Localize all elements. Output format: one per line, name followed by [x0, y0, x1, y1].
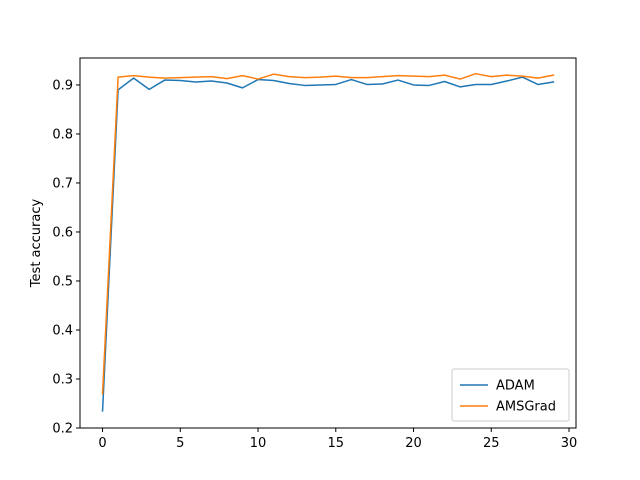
- legend-label: ADAM: [496, 379, 535, 394]
- x-tick-label: 0: [98, 436, 106, 451]
- x-tick-label: 30: [561, 436, 578, 451]
- legend-label: AMSGrad: [496, 400, 556, 415]
- x-axis: 0 5 10 15 20 25 30: [98, 428, 577, 451]
- plot-frame: [79, 57, 577, 429]
- x-tick-label: 10: [250, 436, 267, 451]
- series-line-amsgrad: [101, 72, 555, 395]
- x-tick-label: 25: [483, 436, 500, 451]
- y-tick-label: 0.8: [52, 127, 73, 142]
- x-tick-label: 20: [405, 436, 422, 451]
- plot-lines: [101, 72, 555, 412]
- y-tick-label: 0.5: [52, 274, 73, 289]
- legend: ADAM AMSGrad: [451, 368, 570, 422]
- y-tick-label: 0.6: [52, 225, 73, 240]
- y-tick-label: 0.4: [52, 323, 73, 338]
- y-tick-label: 0.2: [52, 422, 73, 437]
- y-axis-label: Test accuracy: [29, 199, 44, 289]
- x-tick-label: 5: [176, 436, 184, 451]
- y-tick-label: 0.3: [52, 372, 73, 387]
- y-tick-label: 0.7: [52, 176, 73, 191]
- y-axis: 0.2 0.3 0.4 0.5 0.6 0.7 0.8 0.9: [52, 78, 80, 437]
- series-line-adam: [101, 76, 555, 412]
- x-tick-label: 15: [328, 436, 345, 451]
- legend-box: [451, 368, 570, 422]
- y-tick-label: 0.9: [52, 78, 73, 93]
